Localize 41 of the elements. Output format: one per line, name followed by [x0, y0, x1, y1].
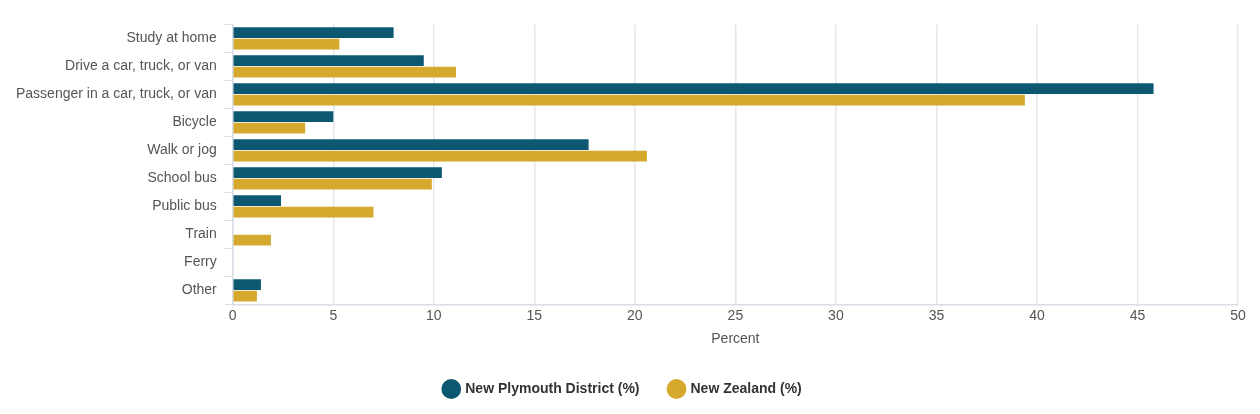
x-tick-label: 25 [727, 306, 744, 323]
bar [233, 122, 306, 134]
x-tick-label: 15 [526, 306, 543, 323]
bar [233, 38, 340, 50]
y-tick-label: Study at home [126, 29, 217, 46]
bar [233, 178, 432, 190]
bar [233, 83, 1154, 95]
legend-label: New Zealand (%) [690, 379, 802, 396]
legend-label: New Plymouth District (%) [465, 379, 640, 396]
bar [233, 279, 261, 291]
x-tick-label: 50 [1230, 306, 1246, 323]
x-tick-label: 35 [928, 306, 945, 323]
x-tick-label: 5 [329, 306, 338, 323]
y-tick-label: Other [181, 281, 218, 298]
x-tick-label: 10 [426, 306, 442, 323]
bar [233, 290, 257, 302]
bar [233, 111, 334, 123]
x-axis-title: Percent [711, 330, 760, 347]
y-tick-label: Bicycle [172, 113, 217, 130]
y-tick-label: Drive a car, truck, or van [65, 57, 217, 74]
y-tick-label: Train [185, 225, 217, 242]
bar [233, 94, 1025, 106]
bar [233, 167, 442, 179]
bar [233, 66, 456, 78]
x-tick-label: 40 [1029, 306, 1045, 323]
bar [233, 234, 271, 246]
x-tick-label: 20 [627, 306, 643, 323]
y-tick-label: Passenger in a car, truck, or van [16, 85, 217, 102]
bar [233, 150, 647, 162]
x-tick-label: 45 [1129, 306, 1146, 323]
bar [233, 55, 424, 67]
bar [233, 139, 589, 151]
y-tick-label: Ferry [184, 253, 217, 270]
x-tick-label: 0 [228, 306, 237, 323]
y-tick-label: Walk or jog [147, 141, 217, 158]
bar [233, 206, 374, 218]
bar [233, 27, 394, 39]
y-tick-label: Public bus [152, 197, 217, 214]
y-tick-label: School bus [147, 169, 217, 186]
x-tick-label: 30 [828, 306, 844, 323]
bar [233, 195, 282, 207]
